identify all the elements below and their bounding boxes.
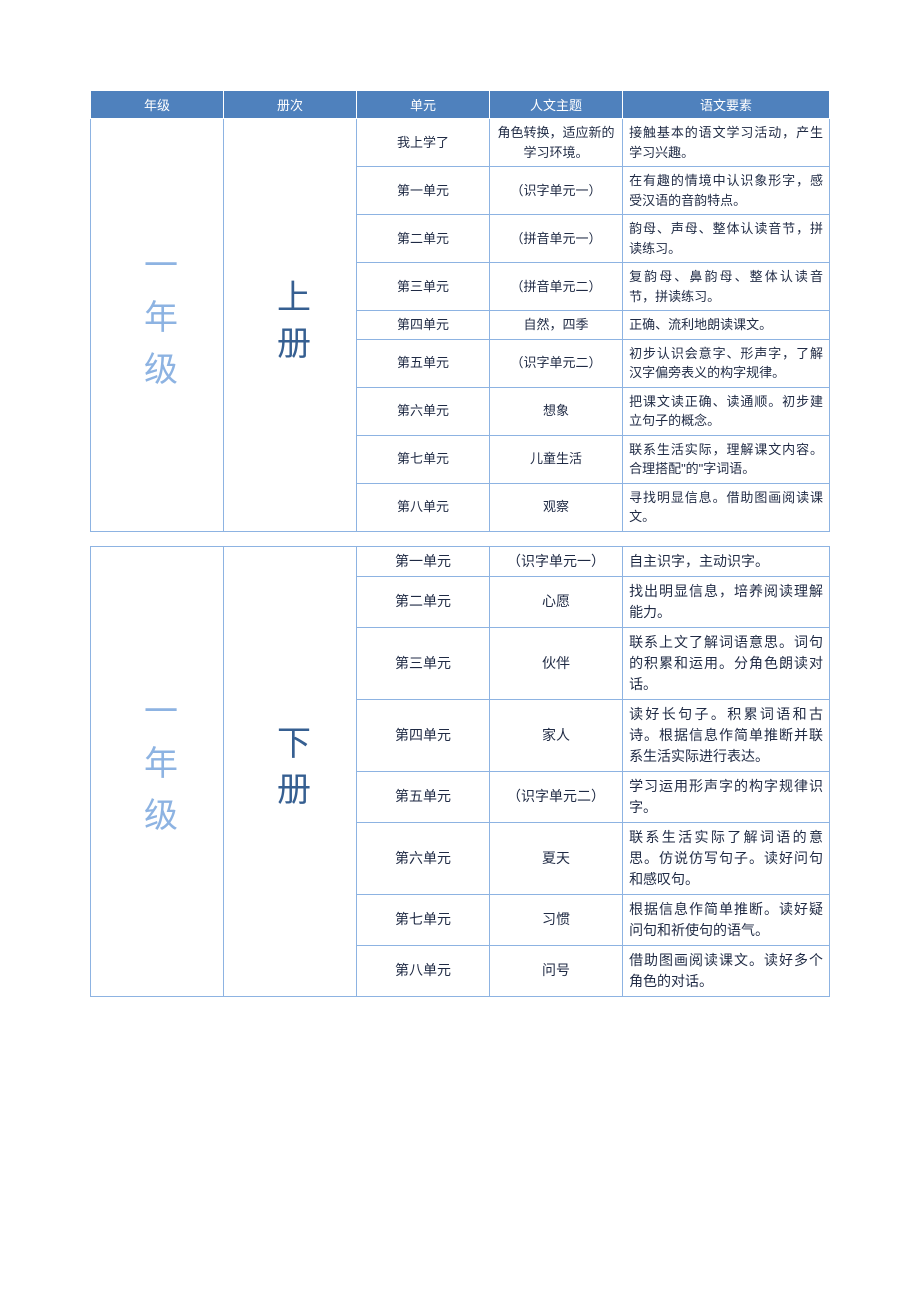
unit-cell: 第四单元 [357,699,490,771]
element-cell: 复韵母、鼻韵母、整体认读音节，拼读练习。 [623,263,830,311]
unit-cell: 第一单元 [357,167,490,215]
theme-cell: （拼音单元二） [490,263,623,311]
theme-cell: 伙伴 [490,627,623,699]
element-cell: 正确、流利地朗读课文。 [623,311,830,340]
element-cell: 在有趣的情境中认识象形字，感受汉语的音韵特点。 [623,167,830,215]
unit-cell: 我上学了 [357,119,490,167]
unit-cell: 第七单元 [357,894,490,945]
element-cell: 韵母、声母、整体认读音节，拼读练习。 [623,215,830,263]
element-cell: 找出明显信息，培养阅读理解能力。 [623,576,830,627]
header-4: 语文要素 [623,91,830,119]
grade-cell: 一年级 [91,119,224,532]
unit-cell: 第五单元 [357,339,490,387]
table-row: 一年级上册我上学了角色转换，适应新的学习环境。接触基本的语文学习活动，产生学习兴… [91,119,830,167]
element-cell: 借助图画阅读课文。读好多个角色的对话。 [623,945,830,996]
theme-cell: 观察 [490,483,623,531]
curriculum-table: 年级册次单元人文主题语文要素 一年级上册我上学了角色转换，适应新的学习环境。接触… [90,90,830,997]
theme-cell: 夏天 [490,822,623,894]
element-cell: 读好长句子。积累词语和古诗。根据信息作简单推断并联系生活实际进行表达。 [623,699,830,771]
unit-cell: 第三单元 [357,627,490,699]
element-cell: 把课文读正确、读通顺。初步建立句子的概念。 [623,387,830,435]
unit-cell: 第八单元 [357,945,490,996]
volume-cell: 上册 [224,119,357,532]
element-cell: 自主识字，主动识字。 [623,546,830,576]
header-row: 年级册次单元人文主题语文要素 [91,91,830,119]
table-row: 一年级下册第一单元（识字单元一）自主识字，主动识字。 [91,546,830,576]
unit-cell: 第五单元 [357,771,490,822]
theme-cell: 自然，四季 [490,311,623,340]
theme-cell: （拼音单元一） [490,215,623,263]
theme-cell: 儿童生活 [490,435,623,483]
header-3: 人文主题 [490,91,623,119]
element-cell: 初步认识会意字、形声字，了解汉字偏旁表义的构字规律。 [623,339,830,387]
theme-cell: （识字单元二） [490,339,623,387]
theme-cell: 想象 [490,387,623,435]
theme-cell: 家人 [490,699,623,771]
unit-cell: 第四单元 [357,311,490,340]
element-cell: 学习运用形声字的构字规律识字。 [623,771,830,822]
header-0: 年级 [91,91,224,119]
element-cell: 寻找明显信息。借助图画阅读课文。 [623,483,830,531]
unit-cell: 第八单元 [357,483,490,531]
unit-cell: 第六单元 [357,387,490,435]
unit-cell: 第三单元 [357,263,490,311]
element-cell: 接触基本的语文学习活动，产生学习兴趣。 [623,119,830,167]
element-cell: 联系上文了解词语意思。词句的积累和运用。分角色朗读对话。 [623,627,830,699]
unit-cell: 第七单元 [357,435,490,483]
unit-cell: 第六单元 [357,822,490,894]
unit-cell: 第二单元 [357,576,490,627]
element-cell: 根据信息作简单推断。读好疑问句和祈使句的语气。 [623,894,830,945]
theme-cell: （识字单元二） [490,771,623,822]
header-2: 单元 [357,91,490,119]
theme-cell: 角色转换，适应新的学习环境。 [490,119,623,167]
volume-cell: 下册 [224,546,357,996]
theme-cell: （识字单元一） [490,546,623,576]
theme-cell: 问号 [490,945,623,996]
element-cell: 联系生活实际，理解课文内容。合理搭配"的"字词语。 [623,435,830,483]
header-1: 册次 [224,91,357,119]
theme-cell: 心愿 [490,576,623,627]
element-cell: 联系生活实际了解词语的意思。仿说仿写句子。读好问句和感叹句。 [623,822,830,894]
grade-cell: 一年级 [91,546,224,996]
unit-cell: 第二单元 [357,215,490,263]
theme-cell: （识字单元一） [490,167,623,215]
unit-cell: 第一单元 [357,546,490,576]
theme-cell: 习惯 [490,894,623,945]
